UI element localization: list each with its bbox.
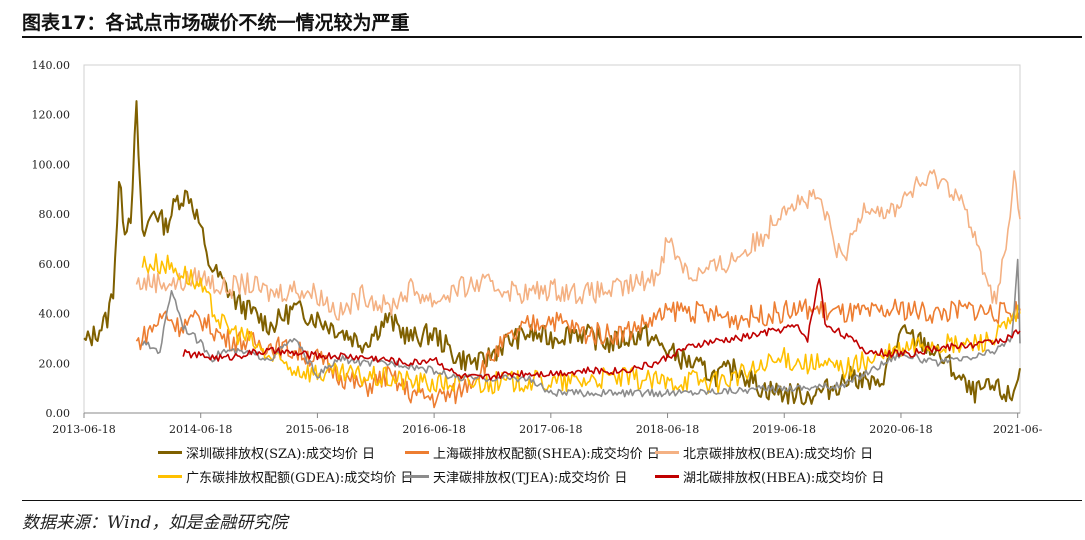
y-tick-label: 80.00: [39, 208, 71, 221]
y-tick-label: 120.00: [32, 109, 71, 122]
y-tick-label: 0.00: [46, 407, 71, 420]
legend-item: 广东碳排放权配额(GDEA):成交均价 日: [158, 467, 413, 486]
series-line-3: [141, 253, 1021, 395]
legend-label: 北京碳排放权(BEA):成交均价 日: [683, 447, 874, 462]
legend-label: 湖北碳排放权(HBEA):成交均价 日: [683, 471, 885, 486]
x-tick-label: 2017-06-18: [519, 423, 582, 436]
legend-label: 上海碳排放权配额(SHEA):成交均价 日: [433, 447, 660, 462]
legend-item: 湖北碳排放权(HBEA):成交均价 日: [655, 467, 884, 486]
legend-swatch: [655, 475, 679, 478]
title-rule: [22, 36, 1082, 38]
plot-area: [83, 64, 1021, 414]
source-note: 数据来源：Wind，如是金融研究院: [22, 513, 288, 533]
x-tick-label: 2015-06-18: [286, 423, 349, 436]
legend-swatch: [158, 451, 182, 454]
y-tick-label: 140.00: [32, 59, 71, 72]
x-tick-label: 2021-06-: [993, 423, 1043, 436]
legend-swatch: [405, 451, 429, 454]
y-tick-label: 20.00: [39, 357, 71, 370]
legend-item: 天津碳排放权(TJEA):成交均价 日: [405, 467, 627, 486]
series-line-2: [135, 169, 1021, 321]
legend-swatch: [655, 451, 679, 454]
series-line-1: [135, 298, 1021, 409]
x-tick-label: 2020-06-18: [869, 423, 932, 436]
legend-item: 深圳碳排放权(SZA):成交均价 日: [158, 443, 375, 462]
legend-label: 天津碳排放权(TJEA):成交均价 日: [433, 471, 628, 486]
series-line-5: [182, 277, 1021, 381]
y-tick-label: 60.00: [39, 258, 71, 271]
legend-item: 上海碳排放权配额(SHEA):成交均价 日: [405, 443, 660, 462]
y-tick-label: 40.00: [39, 308, 71, 321]
legend-swatch: [405, 475, 429, 478]
x-tick-label: 2018-06-18: [636, 423, 699, 436]
source-rule: [22, 500, 1082, 501]
x-tick-label: 2019-06-18: [753, 423, 816, 436]
legend-label: 广东碳排放权配额(GDEA):成交均价 日: [186, 471, 414, 486]
legend-label: 深圳碳排放权(SZA):成交均价 日: [186, 447, 375, 462]
x-tick-label: 2014-06-18: [169, 423, 232, 436]
series-line-4: [141, 258, 1021, 398]
y-tick-label: 100.00: [32, 158, 71, 171]
x-tick-label: 2013-06-18: [52, 423, 115, 436]
legend-swatch: [158, 475, 182, 478]
legend-item: 北京碳排放权(BEA):成交均价 日: [655, 443, 873, 462]
chart-title: 图表17：各试点市场碳价不统一情况较为严重: [22, 12, 410, 34]
x-tick-label: 2016-06-18: [402, 423, 465, 436]
line-chart: 0.00 20.00 40.00 60.00 80.00 100.00 120.00 140.…: [32, 59, 1043, 436]
series-line-0: [83, 100, 1021, 406]
